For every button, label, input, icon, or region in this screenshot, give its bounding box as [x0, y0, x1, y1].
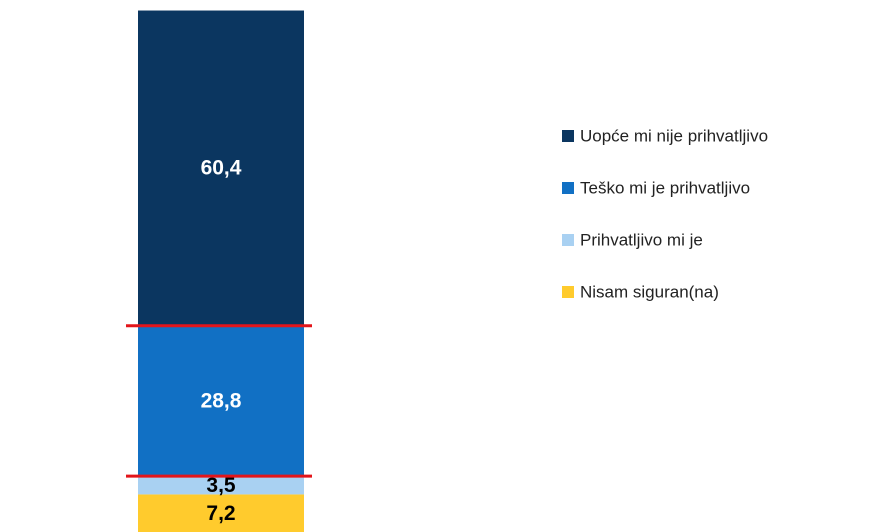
value-label: 28,8: [201, 390, 242, 413]
legend-swatch: [562, 286, 574, 298]
value-label: 60,4: [201, 157, 242, 180]
legend-label: Nisam siguran(na): [580, 282, 719, 301]
legend-swatch: [562, 182, 574, 194]
legend-swatch: [562, 130, 574, 142]
legend-swatch: [562, 234, 574, 246]
bar-segment: [138, 476, 304, 495]
legend-label: Teško mi je prihvatljivo: [580, 178, 750, 197]
value-label: 3,5: [206, 474, 236, 497]
bar-segment: [138, 325, 304, 477]
value-label: 7,2: [206, 502, 235, 525]
legend-label: Uopće mi nije prihvatljivo: [580, 126, 768, 145]
bar-segment: [138, 10, 304, 326]
legend-label: Prihvatljivo mi je: [580, 230, 703, 249]
bar-segment: [138, 494, 304, 532]
